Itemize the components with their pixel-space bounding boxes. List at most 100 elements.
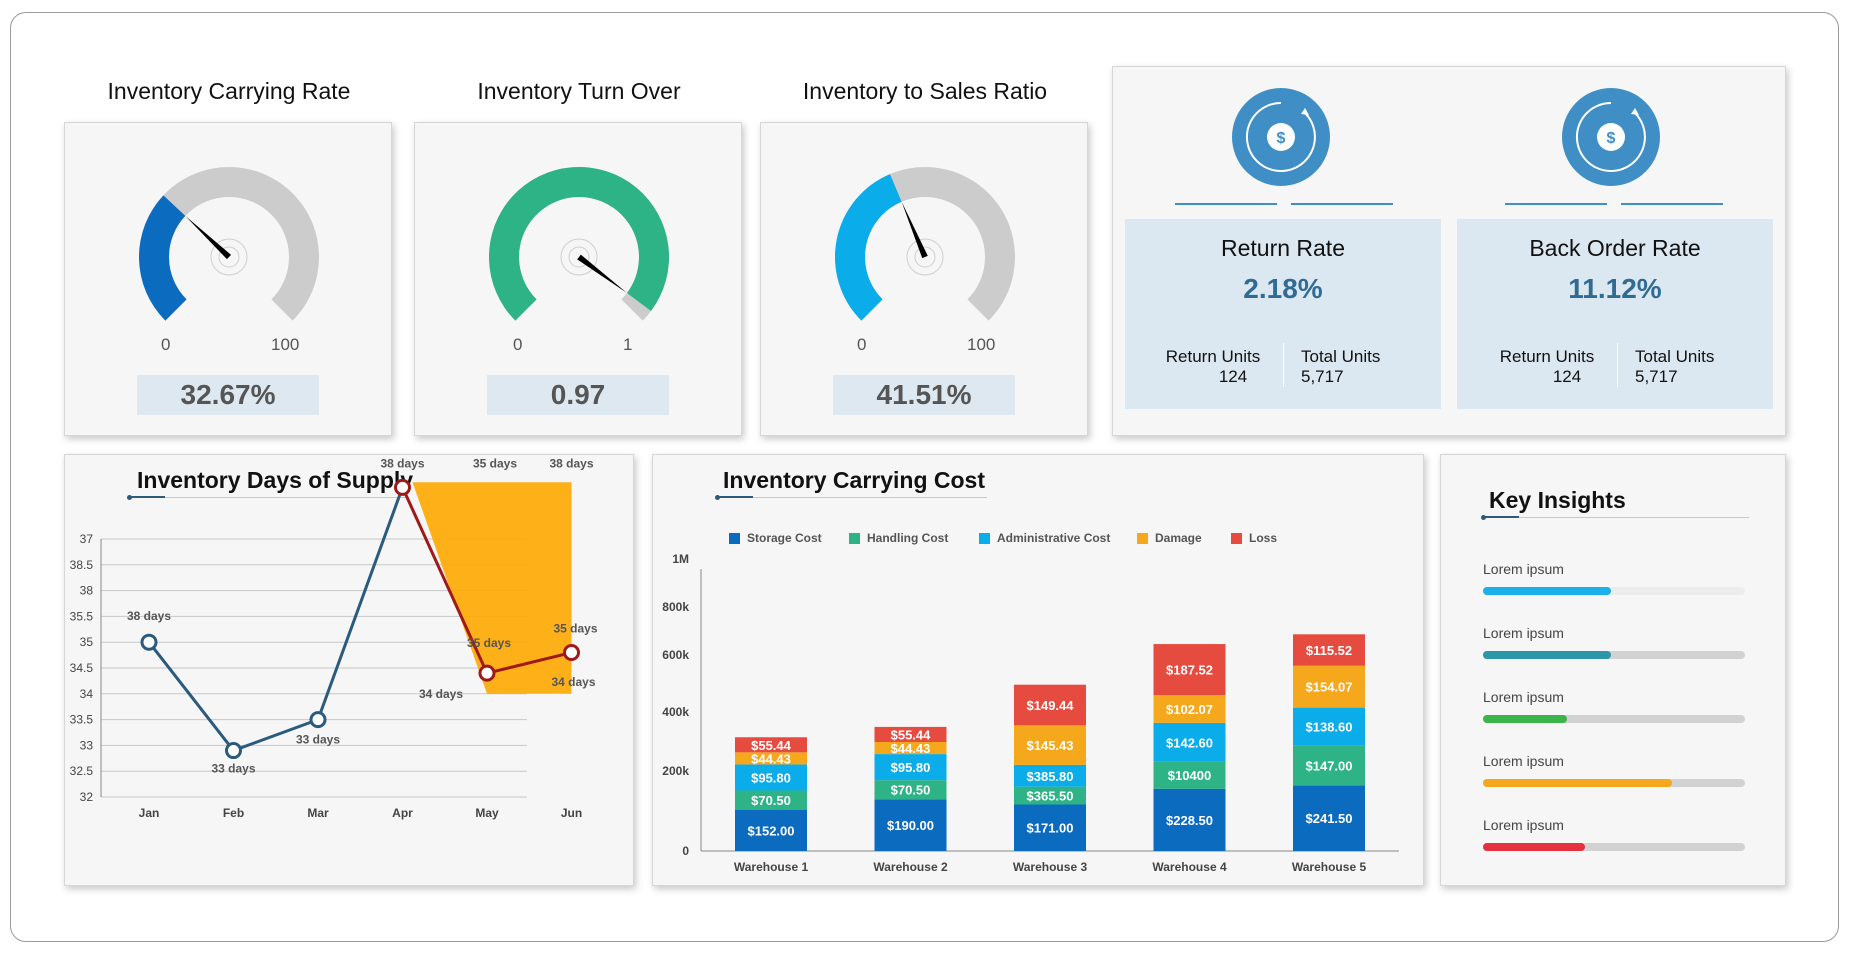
insight-progress xyxy=(1483,715,1745,723)
days-of-supply-card: Inventory Days of Supply 37 38.5 38 35.5 35 3… xyxy=(64,454,634,886)
total-label: Total Units xyxy=(1635,347,1715,366)
insight-progress-fill xyxy=(1483,779,1672,787)
bar-segment xyxy=(874,742,947,755)
legend-item: Storage Cost xyxy=(729,531,822,545)
gauge-track xyxy=(139,167,319,321)
units-label: Return Units xyxy=(1165,347,1261,366)
bar-segment xyxy=(1153,722,1226,762)
x-tick-label: Jan xyxy=(139,806,160,820)
bar-segment xyxy=(1153,761,1226,789)
insight-label: Lorem ipsum xyxy=(1483,625,1564,641)
bar-segment xyxy=(735,764,807,791)
gauge-value-arc xyxy=(138,195,187,321)
bar-label: $55.44 xyxy=(891,727,932,742)
series-line-actual xyxy=(147,486,404,753)
bar-label: $152.00 xyxy=(748,823,795,838)
svg-text:$: $ xyxy=(1277,130,1286,147)
gauge-hub-ring xyxy=(210,238,248,276)
data-point xyxy=(309,711,327,729)
y-tick-label: 1M xyxy=(672,552,689,566)
bar-segment xyxy=(1153,644,1226,696)
bar-label: $171.00 xyxy=(1027,821,1074,836)
gauge-dial xyxy=(835,167,1015,321)
svg-text:$: $ xyxy=(1607,130,1616,147)
title-rule xyxy=(1481,517,1749,518)
carrying-cost-chart: 1M 800k 600k 400k 200k 0 $152.00 $70.50 $95.80 $4… xyxy=(662,552,1399,874)
bar-segment xyxy=(1293,745,1365,786)
bar-label: $149.44 xyxy=(1027,698,1075,713)
insight-label: Lorem ipsum xyxy=(1483,689,1564,705)
bar-label: $95.80 xyxy=(891,760,931,775)
gauge-max-label: 1 xyxy=(623,335,633,354)
y-tick-label: 600k xyxy=(662,648,689,662)
bar-label: $142.60 xyxy=(1166,735,1213,750)
x-tick-label: Warehouse 2 xyxy=(873,860,948,874)
x-tick-label: Warehouse 5 xyxy=(1292,860,1367,874)
bar-segment xyxy=(1293,665,1365,708)
divider xyxy=(1283,343,1284,387)
rate-title: Return Rate xyxy=(1220,235,1345,261)
gauge-dial xyxy=(138,167,319,321)
bar-label: $95.80 xyxy=(751,770,791,785)
legend-swatch xyxy=(1137,532,1148,544)
dollar-coin-icon: $ xyxy=(1562,88,1660,186)
y-tick-label: 800k xyxy=(662,600,689,614)
gauge-min-label: 0 xyxy=(513,335,523,354)
coin-underline xyxy=(1291,203,1393,205)
y-tick-label: 32 xyxy=(80,790,94,804)
x-tick-label: Mar xyxy=(307,806,329,820)
x-tick-label: May xyxy=(475,806,499,820)
dollar-coin-icon: $ xyxy=(1232,88,1330,186)
insight-progress-fill xyxy=(1483,843,1586,851)
section-title: Inventory Days of Supply xyxy=(137,467,414,493)
bar-label: $145.43 xyxy=(1027,738,1074,753)
data-label: 38 days xyxy=(549,456,593,470)
bar-segment xyxy=(1153,788,1226,851)
rates-card: $ $ Return Rate 2.18% Return Units 124 T… xyxy=(1112,66,1786,436)
gauge-min-label: 0 xyxy=(161,335,171,354)
data-label: 34 days xyxy=(419,687,463,701)
y-tick-label: 38 xyxy=(80,584,94,598)
gauge-card-turn-over: 0 1 0.97 xyxy=(414,122,742,436)
bar-segment xyxy=(1014,684,1086,726)
coin-underline xyxy=(1175,203,1277,205)
gauge-max-label: 100 xyxy=(967,335,996,354)
rate-value: 2.18% xyxy=(1243,273,1323,304)
gauge-title: Inventory Turn Over xyxy=(477,78,681,104)
legend-item: Administrative Cost xyxy=(979,531,1110,545)
units-label: Return Units xyxy=(1499,347,1595,366)
gauge-value-arc xyxy=(489,167,669,321)
data-label: 34 days xyxy=(551,675,595,689)
y-tick-label: 32.5 xyxy=(70,764,94,778)
bar-segment xyxy=(735,737,807,753)
gauge-title: Inventory to Sales Ratio xyxy=(802,78,1048,104)
gauge-title: Inventory Carrying Rate xyxy=(107,78,351,104)
gauge-min-label: 0 xyxy=(857,335,867,354)
bar-label: $70.50 xyxy=(891,783,931,798)
legend-swatch xyxy=(1231,532,1242,544)
legend-swatch xyxy=(979,532,990,544)
y-tick-label: 35.5 xyxy=(70,609,94,623)
bar-label: $138.60 xyxy=(1306,719,1353,734)
bar-segment xyxy=(1014,804,1086,851)
coin-underline xyxy=(1505,203,1607,205)
bar-segment xyxy=(1153,695,1226,723)
bar-segment xyxy=(735,809,807,851)
data-label: 35 days xyxy=(473,456,517,470)
legend-item: Loss xyxy=(1231,531,1277,545)
total-label: Total Units xyxy=(1301,347,1381,366)
data-point xyxy=(478,664,496,682)
x-tick-label: Warehouse 3 xyxy=(1013,860,1088,874)
days-of-supply-chart: 37 38.5 38 35.5 35 34.5 34 33.5 33 32.5 32 Jan Feb Ma… xyxy=(70,456,598,820)
insight-progress xyxy=(1483,651,1745,659)
insight-label: Lorem ipsum xyxy=(1483,817,1564,833)
legend-swatch xyxy=(849,532,860,544)
key-insights-card: Key Insights Lorem ipsum Lorem ipsum Lor… xyxy=(1440,454,1786,886)
gauge-hub-ring xyxy=(568,246,590,268)
units-value: 124 xyxy=(1218,367,1248,386)
gauge-hub-ring xyxy=(218,246,240,268)
legend-item: Handling Cost xyxy=(849,531,948,545)
bar-label: $70.50 xyxy=(751,793,791,808)
gauge-value: 41.51% xyxy=(833,375,1015,415)
bar-segment xyxy=(874,726,947,743)
